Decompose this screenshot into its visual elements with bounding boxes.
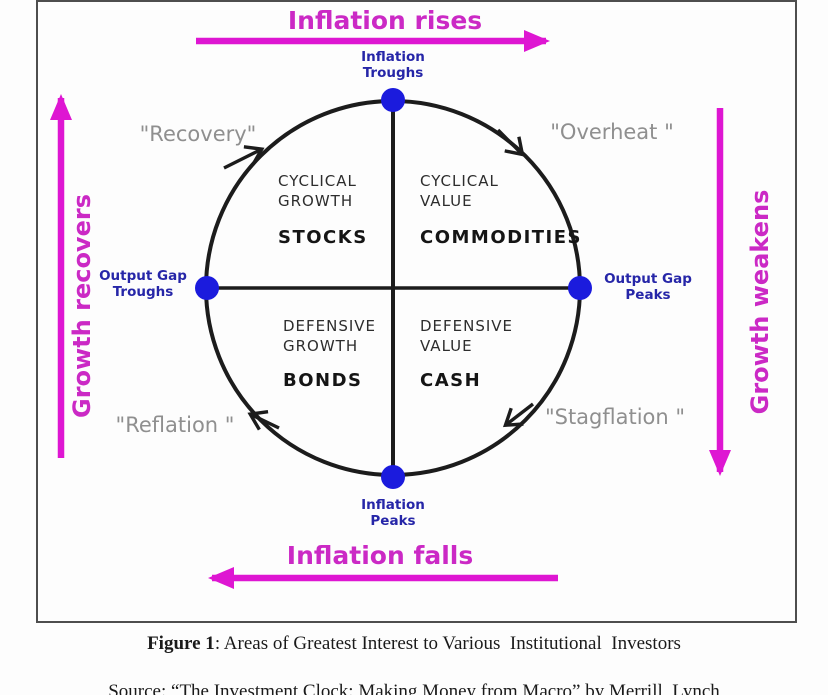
quadrant-asset-stocks: STOCKS (278, 227, 368, 248)
node-dot-output-gap-troughs (195, 276, 219, 300)
cycle-arrow-overheat (496, 128, 525, 157)
source-caption: Source: “The Investment Clock: Making Mo… (108, 681, 720, 695)
cycle-arrow-recovery (223, 145, 265, 170)
axis-label-growth-weakens: Growth weakens (746, 189, 774, 415)
node-dot-inflation-troughs (381, 88, 405, 112)
node-label-output-gap-peaks: Output Gap Peaks (604, 271, 692, 303)
node-label-inflation-troughs: Inflation Troughs (361, 49, 425, 81)
quadrant-asset-commodities: COMMODITIES (420, 227, 583, 248)
phase-label-stagflation: "Stagflation " (544, 405, 686, 429)
axis-label-growth-recovers: Growth recovers (68, 194, 96, 418)
figure-caption-label: Figure 1 (147, 633, 215, 654)
diagram-border-frame (36, 0, 797, 623)
node-dot-inflation-peaks (381, 465, 405, 489)
quadrant-style-defensive-value: DEFENSIVE VALUE (420, 317, 514, 355)
cycle-arrow-reflation (247, 409, 280, 431)
phase-label-recovery: "Recovery" (139, 122, 257, 146)
quadrant-style-cyclical-value: CYCLICAL VALUE (420, 172, 499, 210)
axis-label-inflation-falls: Inflation falls (286, 541, 474, 570)
node-label-output-gap-troughs: Output Gap Troughs (99, 268, 187, 300)
quadrant-style-cyclical-growth: CYCLICAL GROWTH (278, 172, 357, 210)
phase-label-overheat: "Overheat " (550, 120, 674, 144)
phase-label-reflation: "Reflation " (115, 413, 235, 437)
quadrant-asset-bonds: BONDS (283, 370, 363, 391)
node-label-inflation-peaks: Inflation Peaks (361, 497, 425, 529)
quadrant-style-defensive-growth: DEFENSIVE GROWTH (283, 317, 377, 355)
figure-caption-text: : Areas of Greatest Interest to Various … (214, 633, 681, 654)
axis-label-inflation-rises: Inflation rises (287, 6, 483, 35)
cycle-arrow-stagflation (502, 402, 535, 428)
quadrant-asset-cash: CASH (420, 370, 482, 391)
node-dot-output-gap-peaks (568, 276, 592, 300)
figure-caption: Figure 1: Areas of Greatest Interest to … (0, 633, 828, 655)
